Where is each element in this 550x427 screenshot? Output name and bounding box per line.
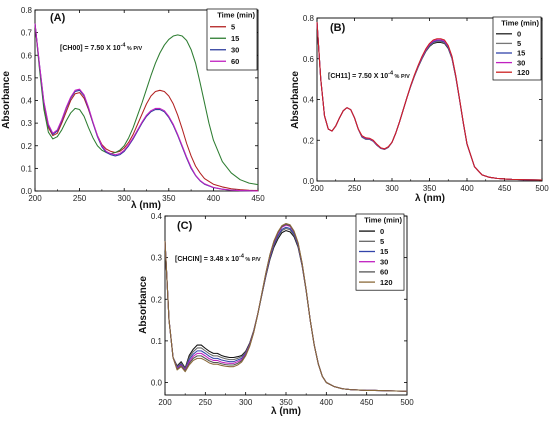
legend-label: 15 (380, 247, 388, 256)
x-axis-label-unit: (nm) (421, 193, 445, 204)
legend-label: 30 (517, 58, 525, 67)
x-axis-label: λ (nm) (131, 200, 161, 211)
x-axis-label-unit: (nm) (137, 200, 161, 211)
panel-a: 200 250 300 350 400 450 0.0 0.1 0.2 0.3 0.4 0.5 0.6 0… (1, 6, 265, 211)
y-tick-label: 0.1 (21, 164, 33, 173)
y-tick-label: 0.6 (21, 51, 33, 60)
panel-label: (A) (50, 12, 66, 24)
annotation-prefix: [CH11] = 7.50 X 10 (328, 73, 388, 80)
concentration-annotation: [CH00] = 7.50 X 10-4 % P/V (60, 43, 143, 53)
panel-label: (C) (177, 220, 193, 232)
annotation-suffix: % P/V (125, 46, 142, 52)
y-tick-label: 0.2 (151, 295, 163, 304)
x-tick-label: 500 (535, 184, 549, 193)
legend-label: 5 (231, 22, 235, 31)
concentration-annotation: [CHCIN] = 3.48 x 10-4 % P/V (175, 254, 261, 264)
x-tick-label: 200 (28, 194, 42, 203)
legend-label: 30 (231, 45, 239, 54)
x-tick-label: 300 (118, 194, 132, 203)
x-tick-label: 450 (498, 184, 512, 193)
x-tick-label: 400 (460, 184, 474, 193)
y-tick-label: 0.3 (151, 254, 163, 263)
series-line-120 (164, 222, 408, 392)
legend-label: 60 (231, 57, 239, 66)
x-tick-label: 250 (199, 398, 213, 407)
y-tick-label: 0.4 (303, 96, 315, 105)
concentration-annotation: [CH11] = 7.50 X 10-4 % P/V (328, 71, 410, 81)
x-tick-label: 400 (207, 194, 221, 203)
legend-label: 120 (380, 278, 393, 287)
x-axis-label-symbol: λ (415, 193, 421, 204)
y-tick-label: 0.4 (21, 97, 33, 106)
series-line-15 (34, 23, 259, 186)
x-tick-label: 450 (360, 398, 374, 407)
x-axis-label: λ (nm) (271, 406, 301, 417)
x-tick-label: 350 (423, 184, 437, 193)
legend-label: 15 (231, 34, 239, 43)
x-tick-label: 300 (385, 184, 399, 193)
x-tick-label: 300 (239, 398, 253, 407)
annotation-exponent: -4 (121, 43, 127, 49)
x-tick-label: 500 (400, 398, 414, 407)
series-line-60 (34, 23, 259, 192)
y-tick-label: 0.8 (303, 14, 315, 23)
legend-title: Time (min) (217, 11, 255, 20)
x-tick-label: 200 (158, 398, 172, 407)
y-tick-label: 0.0 (21, 187, 33, 196)
annotation-prefix: [CHCIN] = 3.48 x 10 (175, 256, 239, 263)
y-tick-label: 0.2 (21, 142, 33, 151)
legend-box (492, 16, 542, 81)
y-tick-label: 0.5 (21, 74, 33, 83)
legend-label: 5 (517, 39, 521, 48)
y-tick-label: 0.6 (303, 55, 315, 64)
y-tick-label: 0.3 (21, 119, 33, 128)
x-tick-label: 450 (251, 194, 265, 203)
x-axis-label-symbol: λ (271, 406, 277, 417)
x-tick-label: 350 (279, 398, 293, 407)
legend-label: 60 (380, 268, 388, 277)
x-tick-label: 200 (310, 184, 324, 193)
x-axis-label-symbol: λ (131, 200, 137, 211)
legend-label: 30 (380, 257, 388, 266)
legend-title: Time (min) (364, 216, 402, 225)
panel-label: (B) (330, 22, 346, 34)
x-axis-label: λ (nm) (415, 193, 445, 204)
annotation-suffix: % P/V (244, 257, 261, 263)
legend-label: 15 (517, 49, 525, 58)
y-tick-label: 0.8 (21, 6, 33, 15)
x-axis-label-unit: (nm) (277, 406, 301, 417)
legend-label: 120 (517, 68, 530, 77)
y-tick-label: 0.1 (151, 337, 163, 346)
legend-box (206, 8, 258, 71)
y-tick-label: 0.2 (303, 136, 315, 145)
x-tick-label: 400 (320, 398, 334, 407)
series-line-5 (34, 23, 259, 192)
x-tick-label: 350 (162, 194, 176, 203)
series-line-120 (316, 22, 543, 181)
legend-label: 0 (380, 227, 384, 236)
y-axis-label: Absorbance (1, 71, 12, 129)
y-tick-label: 0.0 (303, 177, 315, 186)
annotation-exponent: -4 (388, 71, 394, 77)
x-tick-label: 250 (348, 184, 362, 193)
legend-label: 5 (380, 237, 384, 246)
annotation-prefix: [CH00] = 7.50 X 10 (60, 45, 121, 52)
y-axis-label: Absorbance (138, 276, 149, 334)
annotation-suffix: % P/V (393, 74, 410, 80)
x-tick-label: 250 (73, 194, 87, 203)
legend-label: 0 (517, 30, 521, 39)
y-tick-label: 0.0 (151, 379, 163, 388)
legend-title: Time (min) (501, 19, 539, 28)
annotation-exponent: -4 (239, 254, 245, 260)
y-tick-label: 0.4 (151, 212, 163, 221)
y-axis-label: Absorbance (290, 71, 301, 129)
y-tick-label: 0.7 (21, 29, 33, 38)
